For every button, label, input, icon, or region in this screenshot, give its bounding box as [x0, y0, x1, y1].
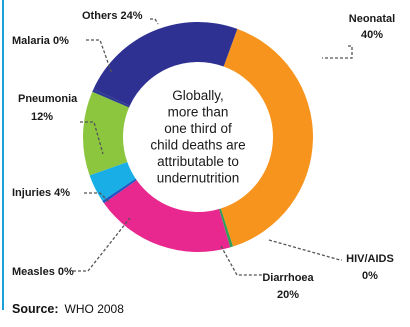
label-diarrhoea-name: Diarrhoea	[262, 272, 314, 284]
label-pneumonia-name: Pneumonia	[18, 93, 78, 105]
label-neonatal-value: 40%	[361, 29, 383, 41]
leader-lines-group	[73, 18, 353, 276]
leader-line-hiv-aids	[268, 239, 342, 261]
leader-line-measles	[73, 217, 131, 272]
slice-malaria	[92, 89, 130, 108]
label-hiv-aids-name: HIV/AIDS	[346, 253, 394, 265]
slice-labels-group: Neonatal 40% HIV/AIDS 0% Diarrhoea 20% Measles…	[12, 10, 395, 301]
label-others: Others 24%	[82, 10, 143, 22]
accent-bar	[2, 0, 4, 310]
slices-group	[83, 21, 313, 252]
slice-others	[93, 21, 238, 106]
label-injuries: Injuries 4%	[12, 187, 70, 199]
slice-measles	[102, 178, 137, 204]
leader-line-injuries	[84, 192, 111, 204]
label-malaria: Malaria 0%	[12, 35, 69, 47]
center-text-line: attributable to	[157, 154, 239, 169]
slice-hiv-aids	[219, 208, 233, 248]
slice-diarrhoea	[103, 180, 231, 252]
leader-line-neonatal	[322, 45, 353, 59]
label-neonatal-name: Neonatal	[349, 13, 395, 25]
slice-injuries	[89, 162, 136, 201]
source-label: Source:	[12, 302, 59, 316]
label-hiv-aids-value: 0%	[362, 270, 378, 282]
slice-neonatal	[220, 28, 313, 247]
leader-line-pneumonia	[80, 121, 104, 155]
center-text-line: one third of	[164, 121, 232, 136]
leader-line-diarrhoea	[220, 245, 264, 276]
label-measles: Measles 0%	[12, 266, 74, 278]
slice-pneumonia	[83, 91, 130, 176]
center-text-line: undernutrition	[157, 170, 240, 185]
center-text-line: child deaths are	[150, 137, 245, 152]
center-text-line: Globally,	[172, 88, 224, 103]
source-line: Source: WHO 2008	[12, 302, 124, 316]
leader-line-others	[150, 18, 159, 25]
source-value: WHO 2008	[64, 302, 124, 316]
center-text-line: more than	[168, 104, 229, 119]
label-diarrhoea-value: 20%	[277, 289, 299, 301]
label-pneumonia-value: 12%	[31, 111, 53, 123]
